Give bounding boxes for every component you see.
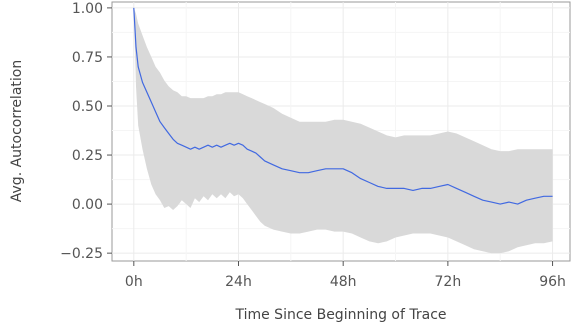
confidence-band <box>133 7 553 254</box>
x-tick-label: 96h <box>539 274 566 290</box>
y-axis-title: Avg. Autocorrelation <box>9 60 25 202</box>
x-axis-title: Time Since Beginning of Trace <box>234 307 446 323</box>
y-tick-label: −0.25 <box>60 246 103 262</box>
mean-line <box>133 7 553 205</box>
x-tick-label: 72h <box>435 274 462 290</box>
y-tick-label: 0.75 <box>72 50 103 66</box>
y-tick-label: 1.00 <box>72 1 103 17</box>
y-tick-label: 0.50 <box>72 99 103 115</box>
x-tick-label: 24h <box>225 274 252 290</box>
band-area <box>133 7 553 254</box>
x-axis: 0h 24h 48h 72h 96h <box>125 261 566 290</box>
y-tick-label: 0.00 <box>72 197 103 213</box>
y-tick-label: 0.25 <box>72 148 103 164</box>
y-axis: −0.25 0.00 0.25 0.50 0.75 1.00 <box>60 1 112 262</box>
series-line <box>133 7 553 205</box>
x-tick-label: 48h <box>330 274 357 290</box>
x-tick-label: 0h <box>125 274 143 290</box>
